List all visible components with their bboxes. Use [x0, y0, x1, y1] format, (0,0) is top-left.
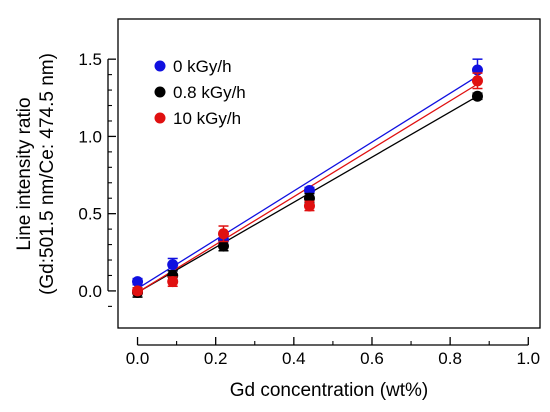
legend-label: 0.8 kGy/h [173, 83, 246, 102]
data-point [167, 276, 179, 288]
y-tick-label: 1.0 [78, 127, 102, 146]
legend-marker [154, 112, 166, 124]
data-point [303, 200, 315, 212]
y-axis: 0.0 0.5 1.0 1.5 [78, 50, 116, 307]
data-point [218, 228, 229, 240]
data-point [132, 276, 144, 288]
fit-line [137, 75, 478, 290]
data-points [132, 58, 483, 298]
data-point [132, 285, 144, 297]
legend: 0 kGy/h 0.8 kGy/h 10 kGy/h [154, 57, 246, 128]
y-tick-label: 0.0 [78, 282, 102, 301]
y-tick-label: 1.5 [78, 50, 102, 69]
x-tick-label: 0.0 [126, 349, 150, 368]
y-tick-label: 0.5 [78, 205, 102, 224]
data-point [167, 259, 179, 271]
legend-marker [154, 60, 166, 72]
x-axis: 0.0 0.2 0.4 0.6 0.8 1.0 [126, 337, 540, 368]
x-tick-label: 1.0 [516, 349, 540, 368]
x-tick-label: 0.6 [360, 349, 384, 368]
plot-frame [117, 18, 541, 329]
data-point [218, 240, 229, 252]
y-axis-label-line2: (Gd:501.5 nm/Ce: 474.5 nm) [37, 53, 58, 295]
legend-label: 0 kGy/h [173, 57, 232, 76]
x-tick-label: 0.8 [438, 349, 462, 368]
legend-label: 10 kGy/h [173, 109, 241, 128]
x-tick-label: 0.2 [204, 349, 228, 368]
x-tick-label: 0.4 [282, 349, 306, 368]
data-point [471, 90, 483, 102]
y-axis-label-line1: Line intensity ratio [14, 97, 35, 250]
legend-marker [154, 86, 166, 98]
data-point [471, 75, 483, 87]
x-axis-label: Gd concentration (wt%) [230, 380, 429, 401]
